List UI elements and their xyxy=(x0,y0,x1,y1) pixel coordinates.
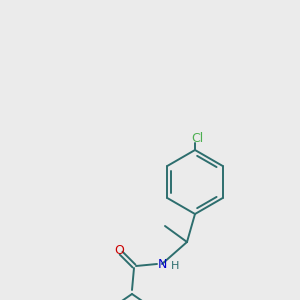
Text: N: N xyxy=(157,257,167,271)
Text: H: H xyxy=(171,261,179,271)
Text: O: O xyxy=(114,244,124,257)
Text: Cl: Cl xyxy=(191,131,203,145)
